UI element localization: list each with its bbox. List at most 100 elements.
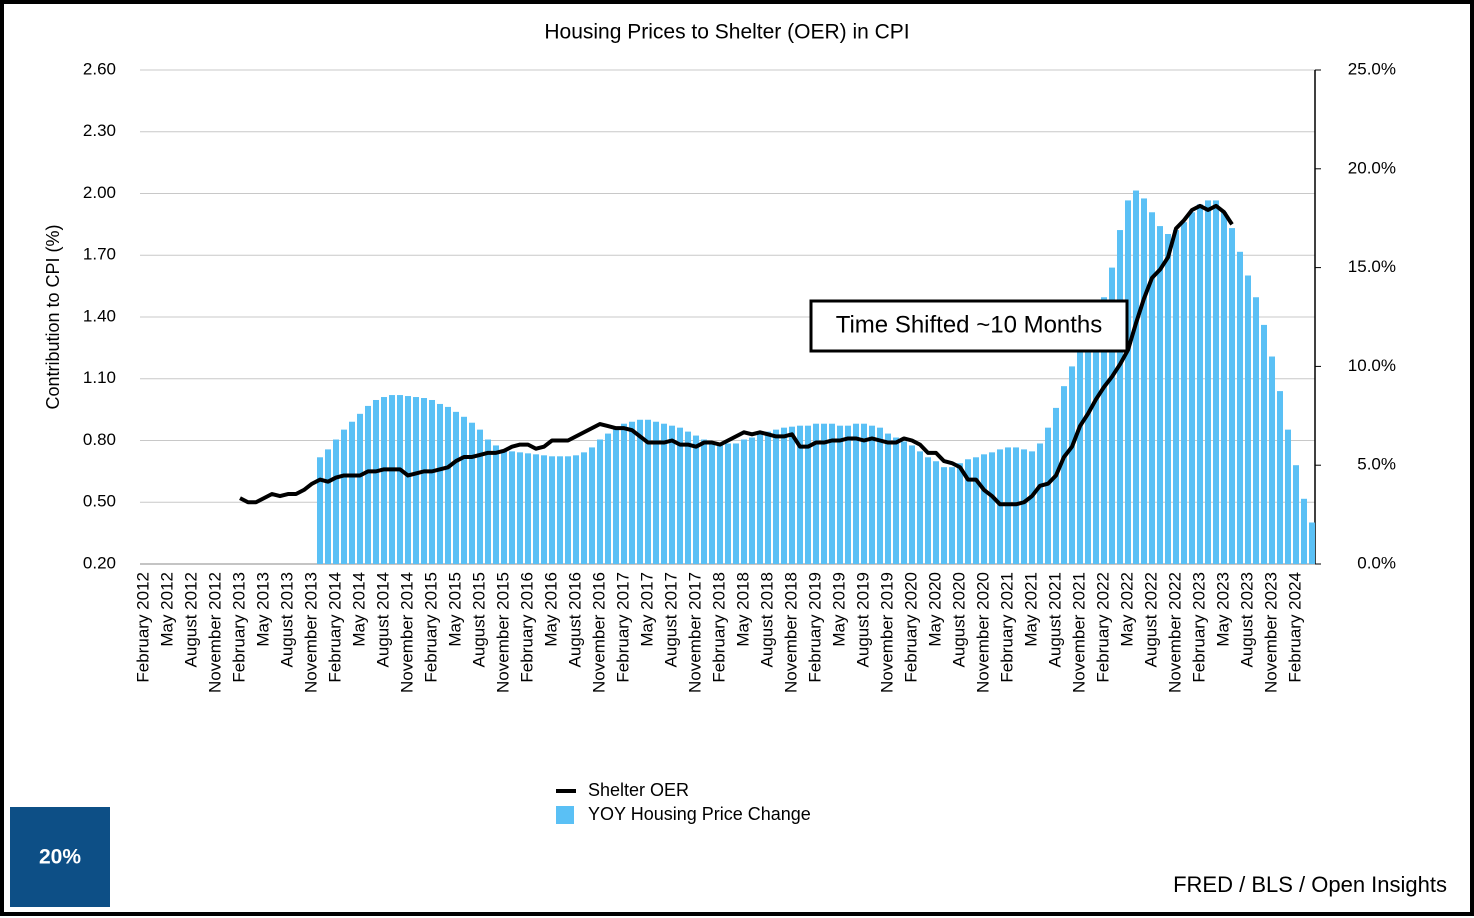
x-tick-label: May 2015 (445, 572, 464, 647)
chart-title: Housing Prices to Shelter (OER) in CPI (544, 21, 909, 44)
bar (333, 439, 339, 564)
legend-label: Shelter OER (588, 780, 689, 800)
x-tick-label: February 2023 (1189, 572, 1208, 683)
bar (941, 467, 947, 564)
bar (1021, 449, 1027, 564)
x-tick-label: February 2019 (805, 572, 824, 683)
bar (957, 463, 963, 564)
x-tick-label: November 2015 (493, 572, 512, 693)
bar (789, 426, 795, 564)
bar (1181, 222, 1187, 565)
y-tick-label: 2.60 (83, 59, 116, 78)
x-tick-label: February 2021 (997, 572, 1016, 683)
x-tick-label: May 2020 (925, 572, 944, 647)
bar (1173, 230, 1179, 564)
bar (885, 433, 891, 564)
bar (1101, 297, 1107, 564)
bar (597, 439, 603, 564)
bar (837, 425, 843, 564)
x-tick-label: February 2014 (325, 572, 344, 683)
bar (749, 437, 755, 564)
x-tick-label: August 2017 (661, 572, 680, 667)
bar (1205, 200, 1211, 564)
x-tick-label: May 2014 (349, 572, 368, 647)
bar (1229, 228, 1235, 564)
bar (541, 455, 547, 564)
x-tick-label: August 2021 (1045, 572, 1064, 667)
bar (509, 451, 515, 564)
bar (1141, 198, 1147, 564)
bar (437, 403, 443, 564)
y-tick-label: 1.40 (83, 306, 116, 325)
bar (765, 431, 771, 564)
y-tick-label: 0.20 (83, 553, 116, 572)
x-tick-label: November 2016 (589, 572, 608, 693)
x-tick-label: May 2021 (1021, 572, 1040, 647)
bar (581, 452, 587, 564)
bar (365, 405, 371, 564)
bar (1237, 251, 1243, 565)
bar (1197, 204, 1203, 565)
x-tick-label: May 2012 (157, 572, 176, 647)
x-tick-label: November 2012 (205, 572, 224, 693)
bar (1117, 230, 1123, 564)
bar (901, 441, 907, 564)
bar (677, 427, 683, 564)
bar (549, 456, 555, 564)
bar (869, 425, 875, 564)
bar (1029, 451, 1035, 564)
bar (357, 413, 363, 564)
bar (861, 423, 867, 564)
y2-tick-label: 10.0% (1348, 356, 1396, 375)
bar (533, 454, 539, 564)
bar (829, 423, 835, 564)
x-tick-label: February 2016 (517, 572, 536, 683)
bar (1053, 407, 1059, 564)
x-tick-label: February 2015 (421, 572, 440, 683)
annotation-box (809, 299, 1129, 353)
x-tick-label: February 2024 (1285, 572, 1304, 683)
y2-tick-label: 0.0% (1357, 553, 1396, 572)
bar (1069, 366, 1075, 564)
y-tick-label: 2.30 (83, 121, 116, 140)
bar (1037, 443, 1043, 564)
bar (1245, 275, 1251, 564)
bar (1149, 212, 1155, 564)
bar (573, 455, 579, 564)
bar (645, 419, 651, 564)
bar (1309, 522, 1315, 564)
bar (1045, 427, 1051, 564)
badge (10, 807, 110, 907)
bar (1285, 429, 1291, 564)
bar (853, 423, 859, 564)
bar (1061, 386, 1067, 564)
x-tick-label: February 2020 (901, 572, 920, 683)
bar (965, 459, 971, 564)
bar (461, 416, 467, 564)
bar (669, 425, 675, 564)
badge-text: 20% (39, 846, 81, 869)
bar (405, 396, 411, 564)
bar (621, 423, 627, 564)
bar (1293, 465, 1299, 564)
x-tick-label: August 2018 (757, 572, 776, 667)
bar (709, 441, 715, 564)
y2-tick-label: 20.0% (1348, 158, 1396, 177)
y2-tick-label: 15.0% (1348, 257, 1396, 276)
bar (805, 425, 811, 564)
bar (469, 422, 475, 564)
line (239, 203, 1234, 507)
bar (517, 452, 523, 564)
bar (909, 445, 915, 564)
bar (381, 397, 387, 564)
bar (1253, 297, 1259, 564)
bar (821, 423, 827, 564)
bar (973, 457, 979, 564)
bar (701, 439, 707, 564)
bar (1109, 267, 1115, 564)
x-tick-label: May 2019 (829, 572, 848, 647)
x-tick-label: November 2021 (1069, 572, 1088, 693)
x-tick-label: August 2014 (373, 572, 392, 667)
x-tick-label: August 2019 (853, 572, 872, 667)
